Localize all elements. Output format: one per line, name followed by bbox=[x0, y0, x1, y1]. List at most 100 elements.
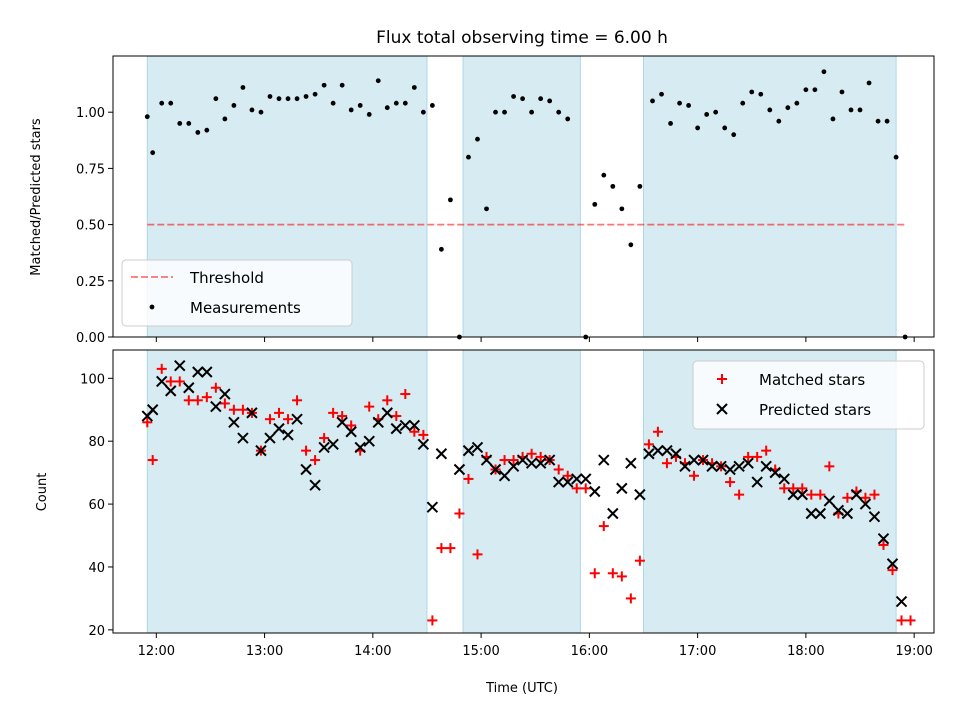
measurement-point bbox=[704, 112, 710, 117]
measurement-point bbox=[484, 206, 489, 212]
measurement-point bbox=[231, 103, 237, 108]
predicted-marker-stroke bbox=[850, 488, 863, 501]
predicted-star-marker bbox=[625, 457, 637, 469]
measurement-point bbox=[749, 89, 755, 95]
matched-star-marker bbox=[436, 543, 447, 554]
predicted-star-marker bbox=[282, 429, 294, 441]
x-axis-label: Time (UTC) bbox=[485, 681, 558, 696]
matched-star-marker bbox=[301, 445, 312, 456]
matched-star-marker bbox=[842, 492, 853, 503]
legend-box bbox=[692, 360, 925, 430]
predicted-marker-stroke bbox=[625, 457, 637, 469]
legend-predicted-swatch bbox=[716, 403, 728, 415]
y-tick-label: 1.00 bbox=[76, 106, 105, 121]
predicted-star-marker bbox=[679, 460, 691, 473]
predicted-marker-stroke bbox=[417, 438, 430, 451]
measurement-point bbox=[677, 100, 682, 106]
measurement-point bbox=[348, 107, 354, 113]
matched-star-marker bbox=[228, 404, 239, 415]
measurement-point bbox=[686, 103, 692, 108]
predicted-star-marker bbox=[697, 454, 709, 466]
predicted-star-marker bbox=[534, 457, 547, 469]
observing-window-band bbox=[462, 349, 581, 634]
matched-star-marker bbox=[689, 470, 700, 481]
predicted-star-marker bbox=[480, 454, 493, 466]
matched-star-marker bbox=[797, 483, 808, 494]
matched-star-marker bbox=[779, 483, 790, 494]
predicted-marker-stroke bbox=[345, 426, 357, 438]
y-tick-label: 40 bbox=[88, 561, 105, 576]
predicted-marker-stroke bbox=[399, 419, 412, 432]
matched-star-marker bbox=[418, 429, 429, 440]
predicted-marker-stroke bbox=[670, 448, 682, 460]
predicted-marker-stroke bbox=[165, 385, 177, 397]
predicted-marker-stroke bbox=[516, 454, 529, 466]
predicted-marker-stroke bbox=[562, 476, 574, 488]
predicted-marker-stroke bbox=[589, 485, 601, 498]
matched-star-marker bbox=[283, 414, 294, 425]
predicted-star-marker bbox=[580, 473, 592, 485]
predicted-star-marker bbox=[336, 416, 348, 429]
matched-star-marker bbox=[571, 483, 582, 494]
predicted-star-marker bbox=[688, 454, 700, 466]
predicted-star-marker bbox=[742, 457, 754, 469]
measurement-point bbox=[276, 96, 282, 102]
predicted-star-marker bbox=[165, 385, 177, 397]
measurement-point bbox=[776, 118, 782, 124]
matched-star-marker bbox=[589, 568, 600, 579]
predicted-star-marker bbox=[543, 454, 556, 466]
measurement-point bbox=[411, 85, 417, 90]
x-tick-label: 19:00 bbox=[895, 644, 932, 659]
measurement-point bbox=[556, 109, 562, 115]
predicted-marker-stroke bbox=[697, 454, 709, 466]
predicted-star-marker bbox=[643, 448, 655, 460]
predicted-star-marker bbox=[345, 426, 357, 438]
predicted-marker-stroke bbox=[210, 400, 222, 413]
predicted-marker-stroke bbox=[796, 488, 808, 501]
measurement-point bbox=[592, 201, 598, 207]
predicted-star-marker bbox=[778, 473, 790, 485]
measurement-point bbox=[601, 172, 607, 178]
x-tick-label: 18:00 bbox=[787, 644, 824, 659]
predicted-marker-stroke bbox=[255, 444, 267, 457]
matched-star-marker bbox=[364, 401, 375, 412]
predicted-star-marker bbox=[832, 504, 845, 517]
predicted-star-marker bbox=[453, 463, 466, 476]
y-tick-label: 0.75 bbox=[76, 162, 105, 177]
measurement-point bbox=[357, 103, 363, 108]
predicted-star-marker bbox=[462, 444, 475, 457]
measurement-point bbox=[722, 125, 728, 131]
predicted-star-marker bbox=[841, 507, 854, 520]
legend-matched-label: Matched stars bbox=[759, 371, 865, 389]
predicted-star-marker bbox=[219, 388, 231, 400]
predicted-star-marker bbox=[426, 501, 439, 513]
predicted-star-marker bbox=[146, 404, 159, 416]
predicted-star-marker bbox=[264, 432, 276, 444]
y-tick-label: 20 bbox=[88, 624, 105, 639]
measurement-point bbox=[848, 107, 854, 113]
matched-star-marker bbox=[174, 376, 185, 387]
predicted-star-marker bbox=[607, 507, 619, 520]
matched-star-marker bbox=[734, 489, 745, 500]
ratio-y-axis-label: Matched/Predicted stars bbox=[29, 118, 44, 276]
predicted-star-marker bbox=[552, 476, 565, 488]
predicted-marker-stroke bbox=[607, 507, 619, 520]
measurement-point bbox=[330, 100, 336, 106]
x-tick-label: 15:00 bbox=[462, 644, 499, 659]
measurement-point bbox=[839, 89, 845, 95]
predicted-marker-stroke bbox=[309, 479, 321, 491]
predicted-marker-stroke bbox=[552, 476, 565, 488]
predicted-star-marker bbox=[372, 416, 384, 429]
predicted-marker-stroke bbox=[282, 429, 294, 441]
observing-window-band bbox=[642, 55, 897, 338]
predicted-marker-stroke bbox=[580, 473, 592, 485]
predicted-star-marker bbox=[525, 457, 538, 469]
measurement-point bbox=[258, 109, 264, 115]
measurement-point bbox=[168, 100, 174, 106]
predicted-star-marker bbox=[291, 413, 303, 425]
predicted-marker-stroke bbox=[598, 454, 610, 466]
matched-star-marker bbox=[382, 395, 393, 406]
matched-star-marker bbox=[165, 376, 176, 387]
measurement-point bbox=[821, 69, 827, 75]
